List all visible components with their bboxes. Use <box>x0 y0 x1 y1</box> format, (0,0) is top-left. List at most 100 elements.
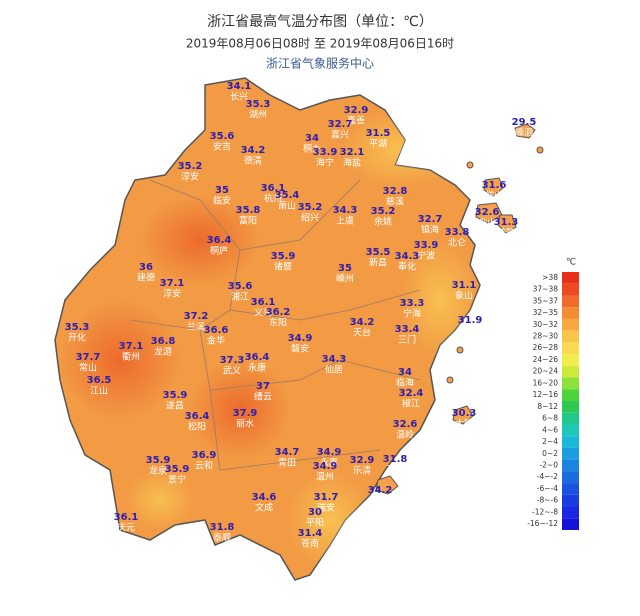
station-value: 35 <box>215 185 229 196</box>
station-value: 37.2 <box>184 311 209 322</box>
station-name: 平阳 <box>306 518 324 529</box>
station-value: 34.3 <box>333 205 358 216</box>
station-name: 温州 <box>316 472 334 483</box>
station-value: 36.8 <box>151 336 176 347</box>
station-name: 龙游 <box>154 346 172 358</box>
station-value: 31.1 <box>452 280 477 291</box>
station-name: 嵊州 <box>336 273 354 285</box>
station-value: 32.1 <box>340 147 365 158</box>
station-name: 东阳 <box>269 317 287 329</box>
station-name: 椒江 <box>402 398 420 410</box>
station-name: 乐清 <box>353 465 371 477</box>
station-name: 天台 <box>353 327 371 339</box>
legend-swatch <box>562 389 579 401</box>
legend-swatch <box>562 518 579 530</box>
station-value: 31.6 <box>482 180 507 191</box>
legend-label: -4~-2 <box>537 472 558 481</box>
station-name: 衢州 <box>122 351 140 363</box>
station-value: 35.2 <box>178 161 203 172</box>
station-value: 36.1 <box>251 297 276 308</box>
station-name: 浦江 <box>231 291 249 303</box>
station-value: 34.2 <box>350 317 375 328</box>
station-value: 33.8 <box>445 227 470 238</box>
station-name: 富阳 <box>239 215 257 227</box>
station-name: 三门 <box>398 334 416 346</box>
station-name: 长兴 <box>230 91 248 103</box>
station-name: 松阳 <box>188 421 206 433</box>
station-value: 34.6 <box>252 492 277 503</box>
station-value: 35.9 <box>165 464 190 475</box>
station-value: 34.9 <box>288 333 313 344</box>
station-name: 泰顺 <box>213 532 231 544</box>
station-name: 玉环 <box>386 465 404 476</box>
station-value: 34 <box>398 367 412 378</box>
station-name: 丽水 <box>236 418 254 430</box>
legend-label: 4~6 <box>542 425 558 434</box>
legend-label: >38 <box>542 273 558 282</box>
station-name: 常山 <box>79 362 97 374</box>
legend-label: 32~35 <box>533 308 559 317</box>
station-value: 32.9 <box>344 105 369 116</box>
station-name: 杭州 <box>264 193 282 205</box>
station-name: 江山 <box>90 386 108 397</box>
station-value: 33.9 <box>414 240 439 251</box>
legend: >38 37~38 35~37 32~35 30~32 28~30 26~28 24~26 20… <box>527 272 579 530</box>
station-value: 29.5 <box>512 117 537 128</box>
station-name: 安吉 <box>213 141 231 153</box>
station-name: 宁海 <box>403 308 421 320</box>
station-value: 35.9 <box>163 390 188 401</box>
station-value: 31.7 <box>314 492 339 503</box>
station-value: 34.3 <box>322 354 347 365</box>
station-value: 35.6 <box>210 131 235 142</box>
legend-label: 12~16 <box>533 390 559 399</box>
legend-label: -12~-8 <box>532 507 558 516</box>
legend-label: 24~26 <box>533 355 559 364</box>
station-name: 青田 <box>278 457 296 469</box>
station-value: 36.1 <box>114 512 139 523</box>
legend-swatch <box>562 494 579 507</box>
legend-label: 16~20 <box>533 378 559 387</box>
station-name: 瑞安 <box>317 502 335 514</box>
station-name: 龙泉 <box>149 465 167 477</box>
station-name: 慈溪 <box>386 196 404 208</box>
station-value: 35.5 <box>366 247 391 258</box>
station-name: 桐庐 <box>210 245 228 257</box>
station-name: 普陀 <box>497 227 515 239</box>
legend-swatch <box>562 424 579 437</box>
legend-label: 30~32 <box>533 320 559 329</box>
station-value: 36.4 <box>185 411 210 422</box>
station-name: 海宁 <box>316 157 334 169</box>
legend-label: 8~12 <box>537 402 558 411</box>
station-value: 32.6 <box>393 419 418 430</box>
station-value: 37.1 <box>119 341 144 352</box>
station-value: 34 <box>305 133 319 144</box>
station-value: 35.4 <box>275 190 300 201</box>
legend-swatch <box>562 318 579 331</box>
legend-label: -16~-12 <box>527 519 558 528</box>
station-value: 36.4 <box>245 352 270 363</box>
station-value: 31.4 <box>298 528 323 539</box>
legend-label: -6~-4 <box>537 484 558 493</box>
station-value: 35 <box>338 263 352 274</box>
station-value: 35.3 <box>246 99 271 110</box>
station-value: 37 <box>256 381 270 392</box>
legend-swatch <box>562 471 579 484</box>
station-value: 35.9 <box>271 251 296 262</box>
station-name: 象山 <box>455 290 473 302</box>
station-name: 萧山 <box>278 200 296 212</box>
station-value: 34.3 <box>395 251 420 262</box>
station-value: 37.3 <box>220 355 245 366</box>
legend-swatch <box>562 483 579 495</box>
station-name: 云和 <box>195 461 213 472</box>
station-name: 湖州 <box>249 110 267 121</box>
legend-swatch <box>562 307 579 319</box>
station-name: 洞头 <box>371 496 389 507</box>
legend-swatch <box>562 283 579 296</box>
station-name: 温岭 <box>396 429 414 441</box>
title: 浙江省最高气温分布图（单位：℃） <box>207 13 433 30</box>
org: 浙江省气象服务中心 <box>266 56 374 71</box>
station-value: 34.9 <box>317 447 342 458</box>
station-name: 新昌 <box>369 257 387 269</box>
